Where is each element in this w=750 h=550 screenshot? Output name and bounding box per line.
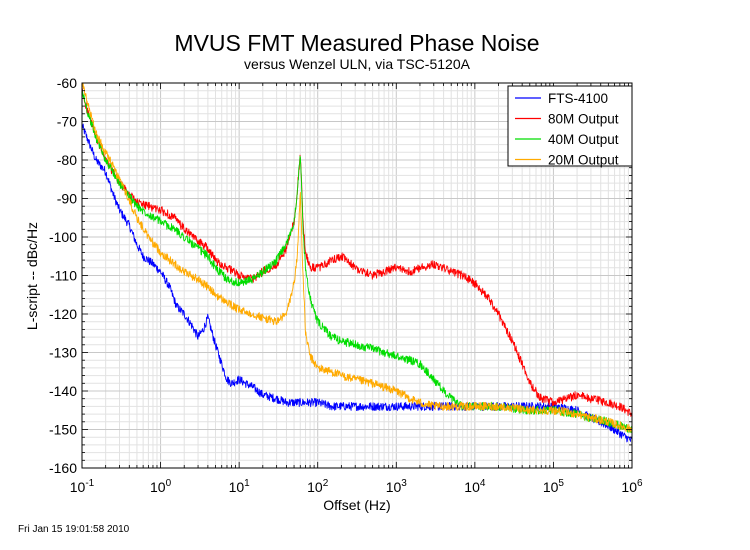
x-tick-label: 106 [621, 478, 643, 495]
legend-label: FTS-4100 [548, 91, 608, 106]
chart-subtitle: versus Wenzel ULN, via TSC-5120A [244, 56, 471, 72]
y-tick-label: -150 [49, 422, 77, 438]
x-tick-labels: 10-1 100 101 102 103 104 105 106 [70, 478, 643, 495]
legend: FTS-4100 80M Output 40M Output 20M Output [507, 85, 633, 168]
x-tick-label: 100 [150, 478, 172, 495]
y-tick-label: -130 [49, 345, 77, 361]
chart-title: MVUS FMT Measured Phase Noise [174, 30, 539, 56]
y-tick-label: -80 [57, 152, 77, 168]
legend-box [507, 85, 633, 167]
x-tick-label: 105 [543, 478, 565, 495]
series-line [82, 83, 632, 434]
x-tick-label: 102 [307, 478, 329, 495]
series-layer [82, 83, 632, 443]
series-line [82, 123, 632, 443]
y-tick-label: -70 [57, 114, 77, 130]
axis-ticks [82, 82, 632, 469]
y-axis-label: L-script -- dBc/Hz [24, 222, 40, 330]
y-tick-label: -160 [49, 460, 77, 476]
legend-label: 80M Output [548, 112, 619, 127]
series-line [82, 88, 632, 417]
y-tick-label: -140 [49, 383, 77, 399]
x-tick-label: 103 [386, 478, 408, 495]
x-tick-label: 101 [229, 478, 251, 495]
y-tick-label: -110 [50, 268, 77, 284]
y-tick-label: -100 [49, 229, 77, 245]
x-axis-label: Offset (Hz) [323, 497, 390, 513]
y-tick-label: -120 [49, 306, 77, 322]
y-tick-label: -60 [57, 75, 77, 91]
y-tick-label: -90 [57, 191, 77, 207]
x-tick-label: 10-1 [70, 478, 95, 495]
y-tick-labels: -60 -70 -80 -90 -100 -110 -120 -130 -140 -150 -160 [49, 75, 77, 476]
x-tick-label: 104 [464, 478, 486, 495]
legend-label: 40M Output [548, 132, 619, 147]
timestamp-footer: Fri Jan 15 19:01:58 2010 [18, 524, 130, 535]
legend-label: 20M Output [548, 153, 619, 168]
